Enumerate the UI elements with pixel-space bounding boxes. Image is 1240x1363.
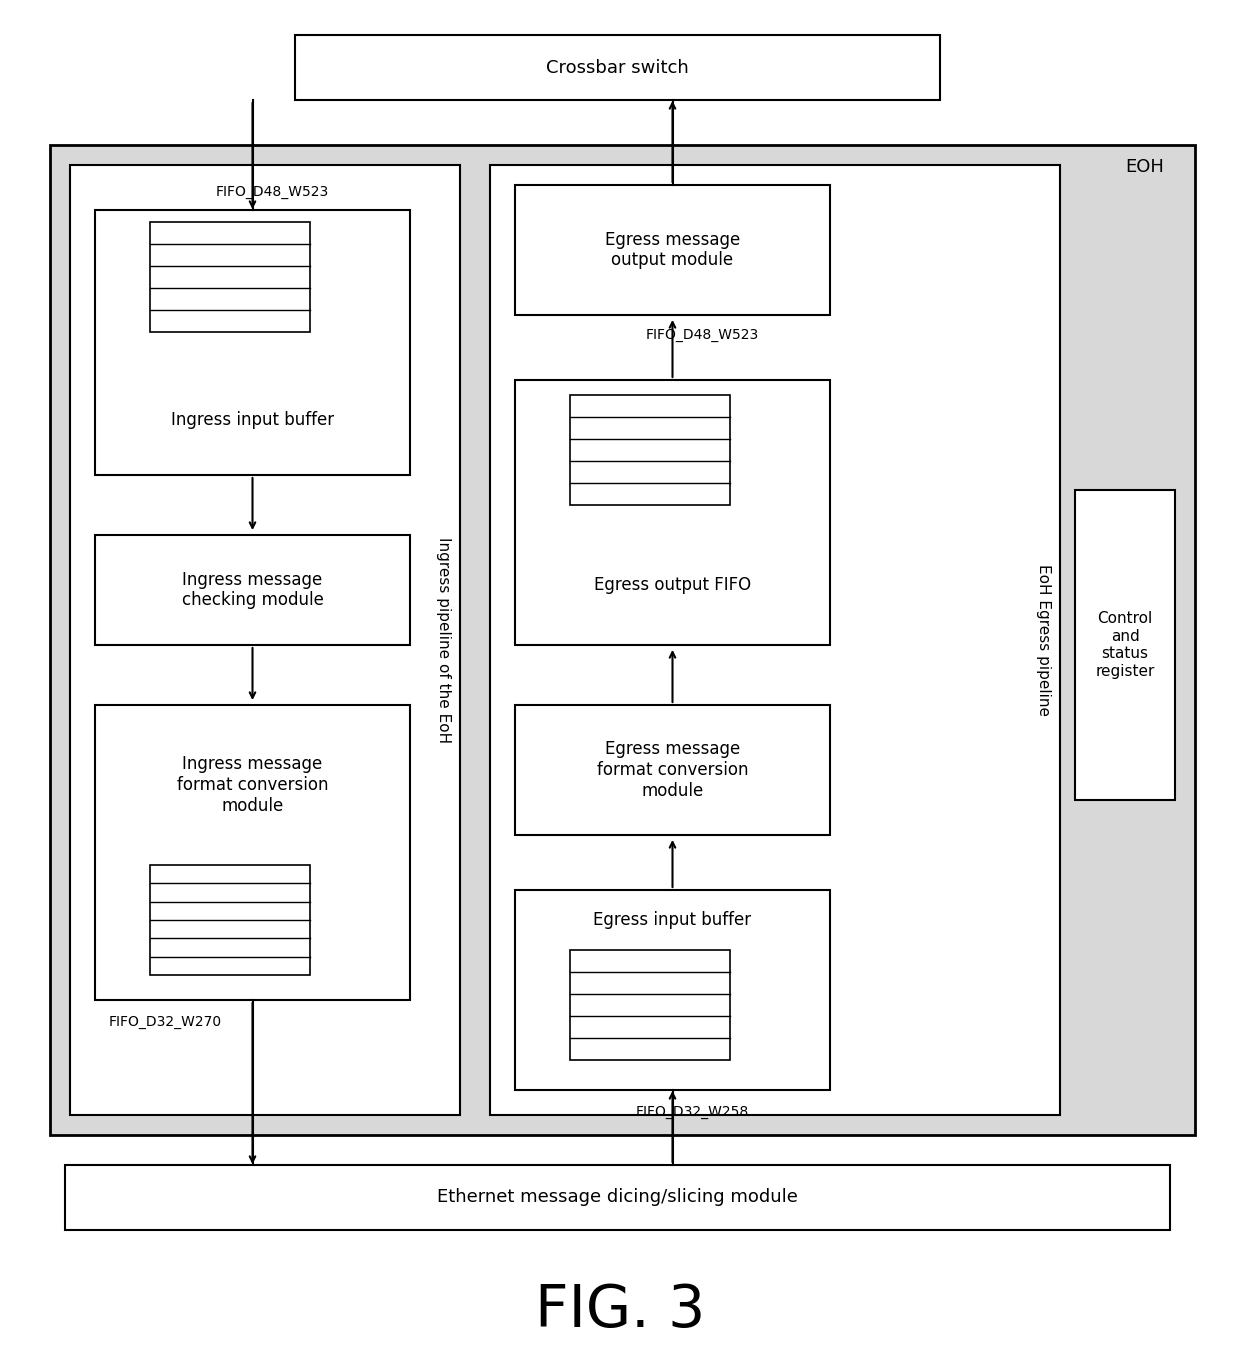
Bar — [570, 395, 730, 506]
Text: FIFO_D48_W523: FIFO_D48_W523 — [216, 185, 329, 199]
Text: Egress output FIFO: Egress output FIFO — [594, 577, 751, 594]
Bar — [515, 705, 830, 836]
Bar — [150, 222, 310, 333]
Text: FIFO_D32_W270: FIFO_D32_W270 — [108, 1015, 222, 1029]
Text: Ingress message
format conversion
module: Ingress message format conversion module — [177, 755, 329, 815]
Text: Ingress pipeline of the EoH: Ingress pipeline of the EoH — [436, 537, 451, 743]
Bar — [515, 185, 830, 315]
Bar — [1075, 491, 1176, 800]
Bar — [570, 950, 730, 1060]
Bar — [150, 866, 310, 975]
Text: Egress message
output module: Egress message output module — [605, 230, 740, 270]
Bar — [95, 210, 410, 474]
Text: Crossbar switch: Crossbar switch — [546, 59, 689, 76]
Text: Control
and
status
register: Control and status register — [1095, 612, 1154, 679]
Bar — [490, 165, 1060, 1115]
Text: FIFO_D48_W523: FIFO_D48_W523 — [646, 328, 759, 342]
Text: EOH: EOH — [1126, 158, 1164, 176]
Text: FIFO_D32_W258: FIFO_D32_W258 — [636, 1105, 749, 1119]
Text: FIG. 3: FIG. 3 — [534, 1281, 706, 1338]
Text: Egress input buffer: Egress input buffer — [594, 910, 751, 930]
Text: Egress message
format conversion
module: Egress message format conversion module — [596, 740, 748, 800]
Bar — [95, 705, 410, 1000]
Text: Ethernet message dicing/slicing module: Ethernet message dicing/slicing module — [436, 1189, 797, 1206]
Text: Ingress input buffer: Ingress input buffer — [171, 412, 334, 429]
Bar — [95, 536, 410, 645]
Text: EoH Egress pipeline: EoH Egress pipeline — [1037, 564, 1052, 716]
Bar — [50, 144, 1195, 1135]
Bar — [295, 35, 940, 99]
Bar — [515, 380, 830, 645]
Bar — [69, 165, 460, 1115]
Bar — [515, 890, 830, 1090]
Text: Ingress message
checking module: Ingress message checking module — [181, 571, 324, 609]
Bar — [64, 1165, 1171, 1229]
